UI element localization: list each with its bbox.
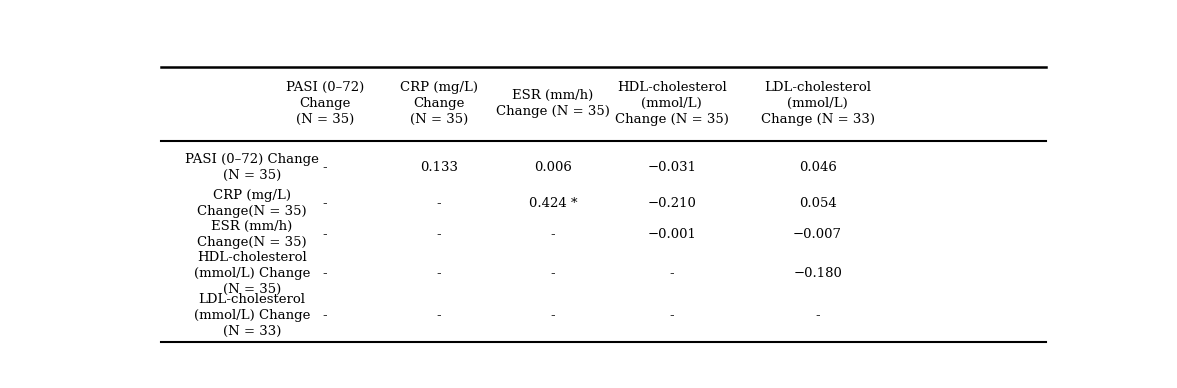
Text: -: - bbox=[322, 309, 327, 322]
Text: LDL-cholesterol
(mmol/L)
Change (N = 33): LDL-cholesterol (mmol/L) Change (N = 33) bbox=[760, 81, 875, 126]
Text: -: - bbox=[322, 228, 327, 241]
Text: -: - bbox=[670, 267, 674, 280]
Text: HDL-cholesterol
(mmol/L)
Change (N = 35): HDL-cholesterol (mmol/L) Change (N = 35) bbox=[614, 81, 729, 126]
Text: -: - bbox=[816, 309, 820, 322]
Text: −0.180: −0.180 bbox=[793, 267, 842, 280]
Text: -: - bbox=[322, 197, 327, 210]
Text: -: - bbox=[551, 309, 556, 322]
Text: CRP (mg/L)
Change
(N = 35): CRP (mg/L) Change (N = 35) bbox=[400, 81, 478, 126]
Text: -: - bbox=[437, 267, 441, 280]
Text: -: - bbox=[437, 197, 441, 210]
Text: PASI (0–72)
Change
(N = 35): PASI (0–72) Change (N = 35) bbox=[286, 81, 364, 126]
Text: 0.133: 0.133 bbox=[420, 161, 458, 174]
Text: 0.054: 0.054 bbox=[799, 197, 837, 210]
Text: −0.031: −0.031 bbox=[647, 161, 696, 174]
Text: −0.210: −0.210 bbox=[647, 197, 696, 210]
Text: 0.424 *: 0.424 * bbox=[528, 197, 577, 210]
Text: −0.001: −0.001 bbox=[647, 228, 696, 241]
Text: -: - bbox=[670, 309, 674, 322]
Text: -: - bbox=[322, 267, 327, 280]
Text: LDL-cholesterol
(mmol/L) Change
(N = 33): LDL-cholesterol (mmol/L) Change (N = 33) bbox=[194, 293, 311, 338]
Text: 0.006: 0.006 bbox=[534, 161, 572, 174]
Text: -: - bbox=[322, 161, 327, 174]
Text: -: - bbox=[551, 228, 556, 241]
Text: PASI (0–72) Change
(N = 35): PASI (0–72) Change (N = 35) bbox=[185, 153, 319, 182]
Text: -: - bbox=[551, 267, 556, 280]
Text: ESR (mm/h)
Change (N = 35): ESR (mm/h) Change (N = 35) bbox=[496, 89, 610, 118]
Text: ESR (mm/h)
Change(N = 35): ESR (mm/h) Change(N = 35) bbox=[198, 220, 307, 249]
Text: -: - bbox=[437, 309, 441, 322]
Text: CRP (mg/L)
Change(N = 35): CRP (mg/L) Change(N = 35) bbox=[198, 189, 307, 218]
Text: HDL-cholesterol
(mmol/L) Change
(N = 35): HDL-cholesterol (mmol/L) Change (N = 35) bbox=[194, 251, 311, 296]
Text: −0.007: −0.007 bbox=[793, 228, 842, 241]
Text: -: - bbox=[437, 228, 441, 241]
Text: 0.046: 0.046 bbox=[799, 161, 837, 174]
